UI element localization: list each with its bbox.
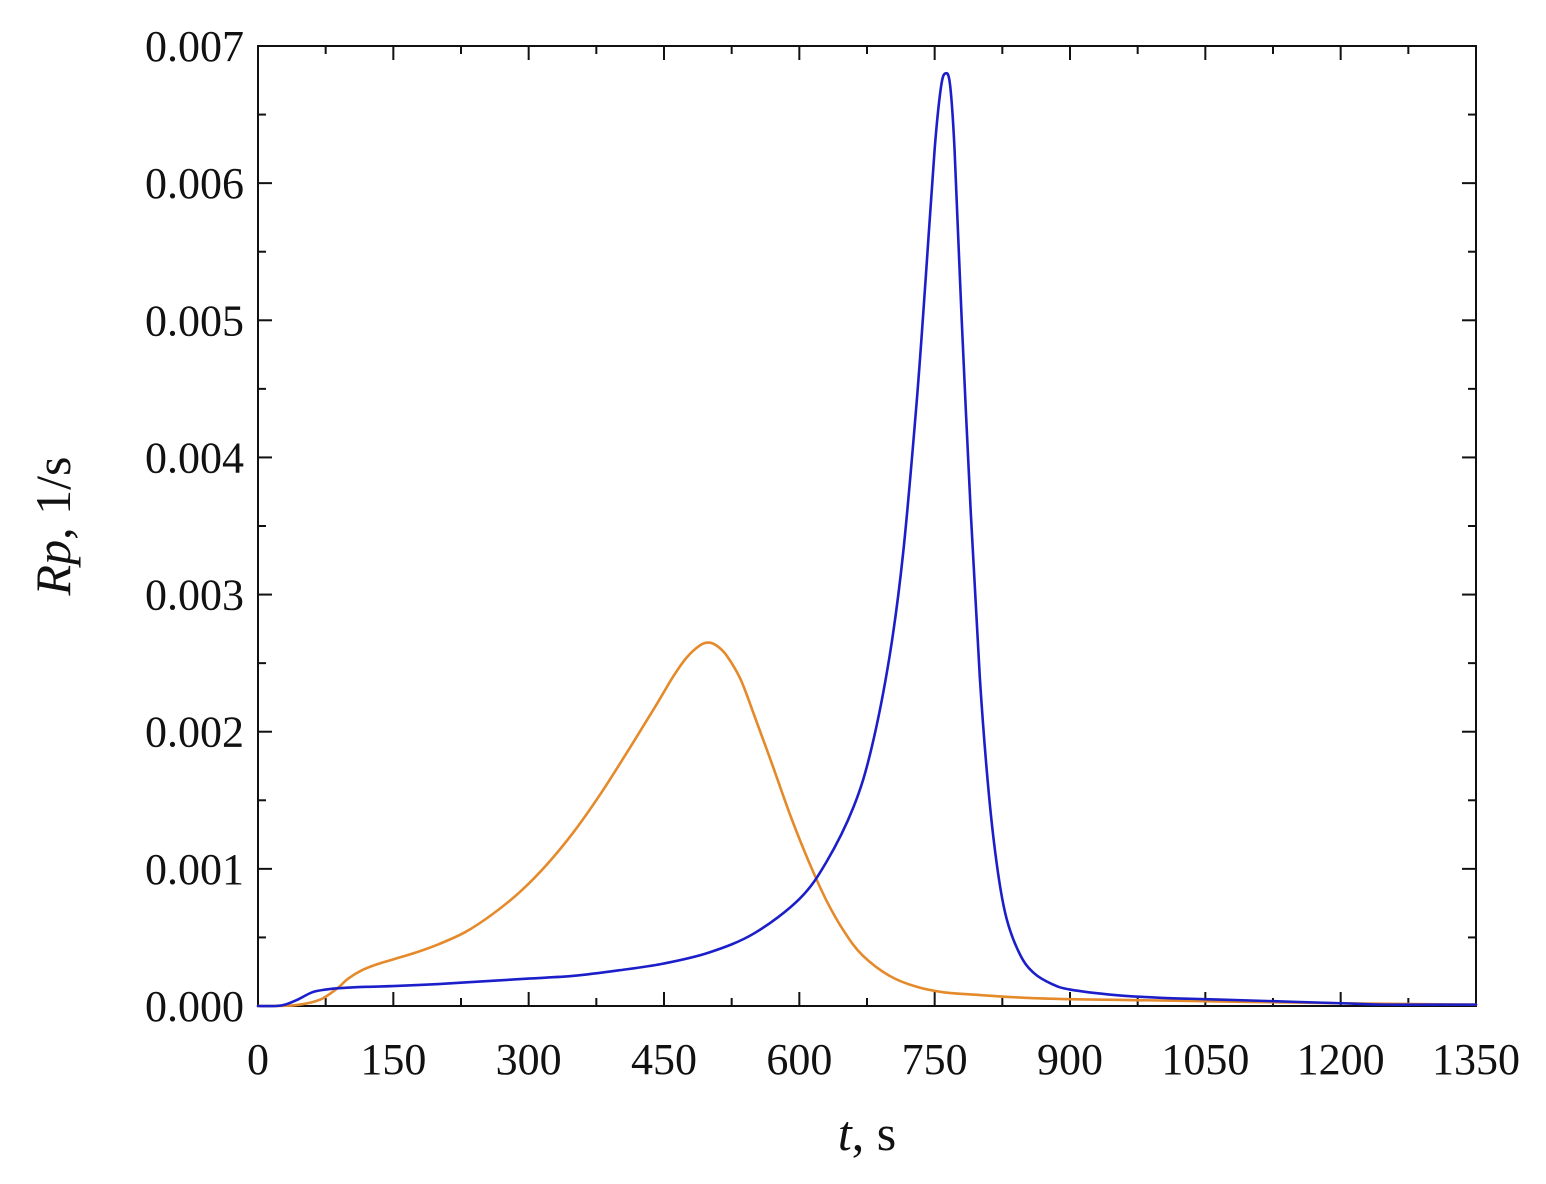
x-tick-label: 1350 [1432,1035,1520,1084]
series-line-1 [256,641,1478,1008]
series-group [256,71,1478,1008]
y-tick-label: 0.007 [145,22,244,71]
x-axis-ticks: 0 150 300 450 600 750 900 1050 1200 1350 [247,46,1520,1084]
x-tick-label: 450 [631,1035,697,1084]
x-axis-label: t, s [838,1105,896,1161]
y-tick-label: 0.003 [145,571,244,620]
plot-frame [257,45,1477,1007]
series-line-2 [256,71,1478,1008]
y-tick-label: 0.006 [145,159,244,208]
y-tick-label: 0.005 [145,296,244,345]
x-tick-label: 900 [1037,1035,1103,1084]
x-tick-label: 300 [496,1035,562,1084]
y-tick-label: 0.000 [145,982,244,1031]
y-tick-label: 0.002 [145,708,244,757]
x-tick-label: 750 [902,1035,968,1084]
x-tick-label: 1050 [1161,1035,1249,1084]
y-axis-ticks: 0.000 0.001 0.002 0.003 0.004 0.005 0.006 0.007 [145,22,1476,1031]
y-axis-label: Rp, 1/s [25,457,81,597]
x-tick-label: 150 [360,1035,426,1084]
y-tick-label: 0.004 [145,433,244,482]
x-tick-label: 600 [766,1035,832,1084]
y-tick-label: 0.001 [145,845,244,894]
x-tick-label: 0 [247,1035,269,1084]
x-tick-label: 1200 [1297,1035,1385,1084]
plot-border [257,45,1477,1007]
